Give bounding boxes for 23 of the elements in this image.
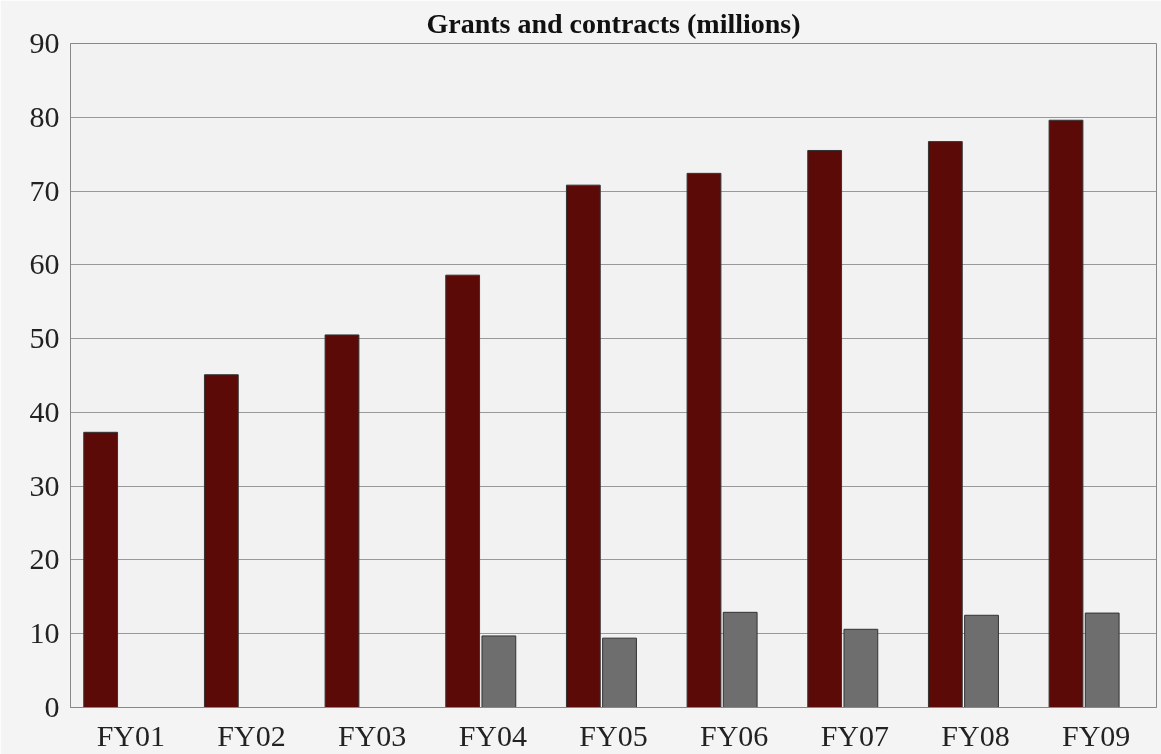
x-tick-label: FY03 bbox=[337, 718, 407, 752]
x-tick-label: FY01 bbox=[96, 718, 166, 752]
y-tick-label: 20 bbox=[29, 542, 60, 576]
x-tick-label: FY04 bbox=[458, 718, 528, 752]
x-tick-label: FY09 bbox=[1061, 718, 1131, 752]
y-tick-label: 40 bbox=[29, 394, 60, 428]
bar bbox=[203, 374, 239, 708]
x-tick-label: FY02 bbox=[217, 718, 286, 752]
y-tick-label: 90 bbox=[29, 26, 60, 59]
y-tick-label: 30 bbox=[29, 468, 60, 502]
bar bbox=[83, 431, 119, 708]
y-tick-label: 60 bbox=[29, 247, 60, 281]
x-tick-label: FY08 bbox=[941, 718, 1010, 752]
y-tick-label: 80 bbox=[29, 99, 60, 133]
x-tick-label: FY06 bbox=[699, 718, 769, 752]
x-tick-label: FY07 bbox=[820, 718, 890, 752]
y-tick-label: 10 bbox=[29, 616, 60, 650]
chart-title: Grants and contracts (millions) bbox=[426, 7, 801, 39]
bar bbox=[324, 334, 360, 708]
x-tick-label: FY05 bbox=[579, 718, 648, 752]
y-tick-label: 70 bbox=[29, 173, 60, 207]
y-tick-label: 0 bbox=[44, 690, 60, 723]
y-tick-label: 50 bbox=[29, 321, 60, 355]
